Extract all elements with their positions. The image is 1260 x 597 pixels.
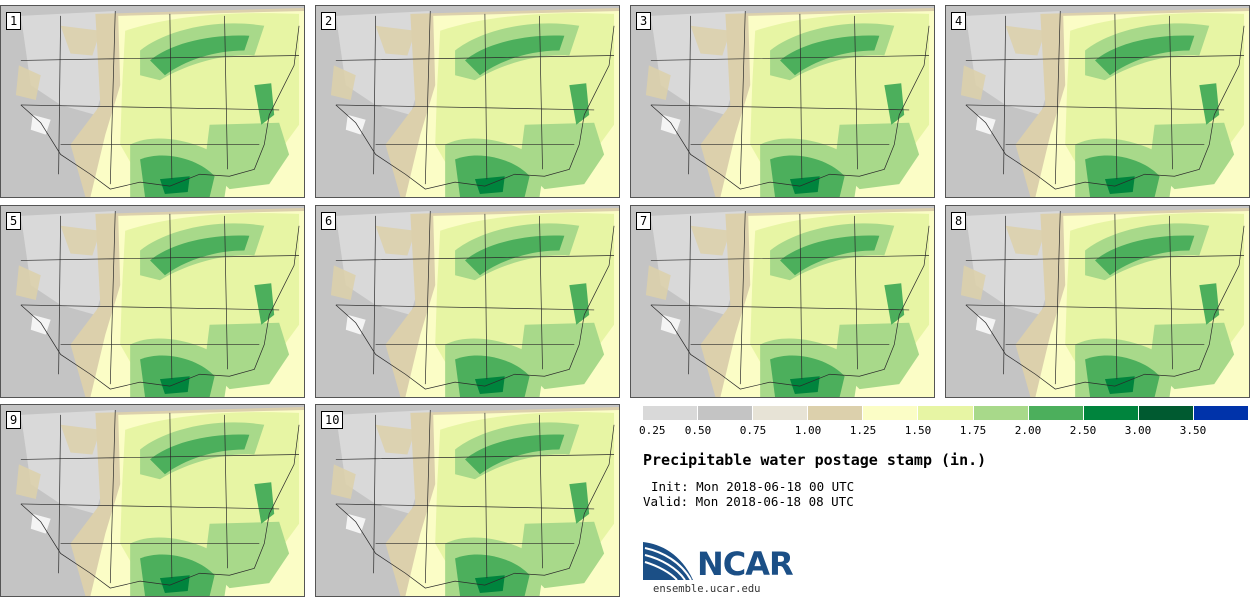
color-legend — [643, 406, 1249, 420]
legend-swatch — [1028, 406, 1084, 420]
panel-label: 4 — [951, 12, 967, 30]
panel-label: 6 — [321, 212, 337, 230]
legend-tick-label: 1.75 — [959, 424, 987, 437]
legend-swatch — [1193, 406, 1249, 420]
legend-swatch — [863, 406, 919, 420]
legend-tick-label: 2.50 — [1069, 424, 1097, 437]
member-panel-7: 7 — [630, 205, 935, 398]
init-time: Init: Mon 2018-06-18 00 UTC — [651, 479, 855, 494]
panel-label: 1 — [6, 12, 22, 30]
precipitable-water-map — [1, 6, 304, 197]
figure-title: Precipitable water postage stamp (in.) — [643, 451, 987, 469]
legend-tick-label: 0.25 — [639, 424, 666, 437]
precipitable-water-map — [1, 405, 304, 596]
precipitable-water-map — [1, 206, 304, 397]
legend-tick-label: 2.00 — [1014, 424, 1042, 437]
panel-label: 5 — [6, 212, 22, 230]
precipitable-water-map — [946, 6, 1249, 197]
legend-tick-label: 3.00 — [1124, 424, 1152, 437]
panel-label: 8 — [951, 212, 967, 230]
legend-swatch — [918, 406, 974, 420]
panel-label: 7 — [636, 212, 652, 230]
legend-ticks: 0.25 0.50 0.75 1.00 1.25 1.50 1.75 2.00 2.50 3.00… — [639, 424, 1248, 438]
panel-label: 3 — [636, 12, 652, 30]
precipitable-water-map — [631, 6, 934, 197]
legend-swatch — [643, 406, 699, 420]
logo-url: ensemble.ucar.edu — [653, 583, 761, 595]
member-panel-8: 8 — [945, 205, 1250, 398]
panel-label: 2 — [321, 12, 337, 30]
precipitable-water-map — [946, 206, 1249, 397]
member-panel-6: 6 — [315, 205, 620, 398]
member-panel-5: 5 — [0, 205, 305, 398]
legend-tick-label: 1.00 — [794, 424, 822, 437]
ncar-logo-icon — [643, 542, 693, 581]
legend-tick-label: 1.25 — [849, 424, 877, 437]
panel-label: 9 — [6, 411, 22, 429]
valid-time: Valid: Mon 2018-06-18 08 UTC — [643, 494, 854, 509]
precipitable-water-map — [316, 6, 619, 197]
panel-label: 10 — [321, 411, 344, 429]
precipitable-water-map — [316, 405, 619, 596]
legend-swatch — [753, 406, 809, 420]
member-panel-10: 10 — [315, 404, 620, 597]
member-panel-2: 2 — [315, 5, 620, 198]
legend-tick-label: 3.50 — [1179, 424, 1207, 437]
legend-tick-label: 0.75 — [739, 424, 767, 437]
legend-swatch — [1138, 406, 1194, 420]
member-panel-1: 1 — [0, 5, 305, 198]
legend-swatch — [973, 406, 1029, 420]
logo-text: NCAR — [697, 545, 794, 583]
legend-tick-label: 1.50 — [904, 424, 932, 437]
precipitable-water-map — [316, 206, 619, 397]
legend-swatch — [1083, 406, 1139, 420]
legend-swatch — [808, 406, 864, 420]
precipitable-water-map — [631, 206, 934, 397]
member-panel-4: 4 — [945, 5, 1250, 198]
member-panel-9: 9 — [0, 404, 305, 597]
member-panel-3: 3 — [630, 5, 935, 198]
legend-swatch — [698, 406, 754, 420]
legend-tick-label: 0.50 — [684, 424, 712, 437]
